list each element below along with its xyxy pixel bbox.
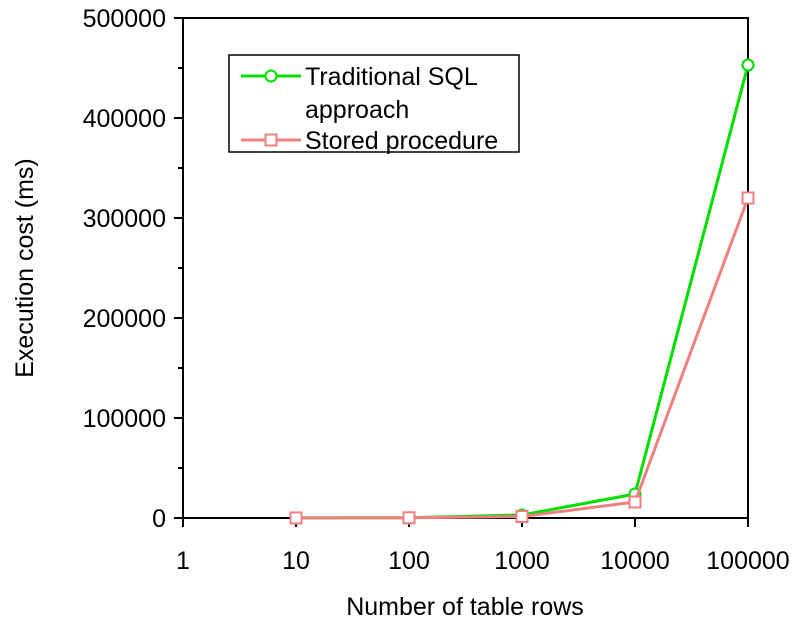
y-axis-title: Execution cost (ms) [11, 158, 39, 378]
x-tick-label: 100000 [706, 547, 789, 575]
series-2-point [289, 511, 303, 525]
x-tick-label: 100 [388, 547, 430, 575]
x-axis-title: Number of table rows [346, 593, 584, 621]
x-tick-label: 10000 [600, 547, 670, 575]
legend-label-2: Stored procedure [305, 127, 498, 155]
legend: Traditional SQL approach Stored procedure [228, 54, 520, 155]
series-2-point [515, 510, 529, 523]
series-2-point [628, 495, 642, 509]
y-tick-label: 400000 [83, 105, 166, 133]
legend-marker-2 [264, 133, 278, 147]
x-axis: 1 10 100 1000 10000 100000 [176, 518, 790, 575]
series-2-point [741, 191, 755, 205]
series-1-point [741, 58, 755, 72]
y-tick-label: 100000 [83, 405, 166, 433]
series-2-point [402, 511, 416, 525]
y-tick-label: 500000 [83, 5, 166, 33]
series-layer [289, 58, 755, 525]
legend-marker-1 [264, 69, 278, 83]
legend-label-1: approach [305, 96, 409, 124]
y-tick-label: 300000 [83, 205, 166, 233]
x-tick-label: 10 [282, 547, 310, 575]
y-tick-label: 0 [152, 505, 166, 533]
y-tick-label: 200000 [83, 305, 166, 333]
x-tick-label: 1000 [494, 547, 550, 575]
x-tick-label: 1 [176, 547, 190, 575]
y-axis: 0 100000 200000 300000 400000 500000 [83, 5, 183, 533]
series-line-2 [295, 197, 750, 520]
legend-label-1: Traditional SQL [305, 63, 478, 91]
